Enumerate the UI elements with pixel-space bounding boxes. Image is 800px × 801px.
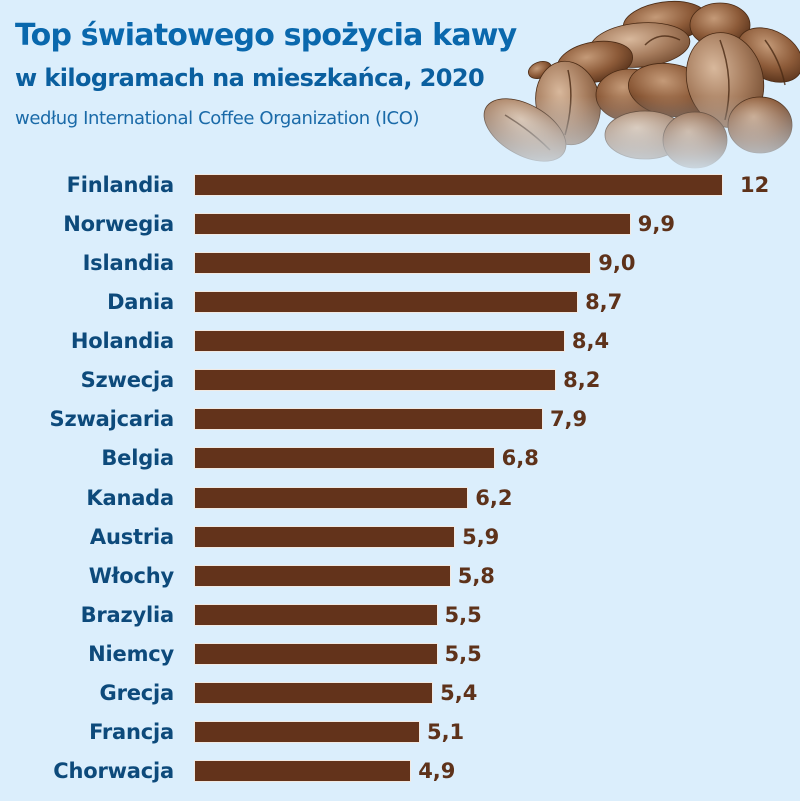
value-label: 5,1 [426,719,465,744]
bar [195,721,419,742]
bar [195,643,437,664]
bar [195,487,468,508]
value-label: 9,9 [637,212,675,237]
bar [195,214,630,235]
country-label: Holandia [70,329,174,354]
country-label: Austria [89,524,174,549]
bar [195,682,433,703]
value-label: 5,4 [440,680,478,705]
bar-row: Grecja 5,4 [0,681,800,705]
country-label: Szwajcaria [49,407,175,432]
bar-row: Chorwacja 4,9 [0,759,800,783]
bar [195,565,450,586]
bar-row: Austria 5,9 [0,525,800,549]
bar [195,604,437,625]
country-label: Islandia [82,251,175,276]
country-label: Dania [107,290,174,315]
value-label: 7,9 [549,407,588,432]
value-label: 6,2 [475,485,513,510]
bar-row: Szwajcaria 7,9 [0,407,800,431]
bar-row: Niemcy 5,5 [0,642,800,666]
bar-row: Kanada 6,2 [0,486,800,510]
bar [195,175,722,195]
country-label: Szwecja [80,368,175,393]
bar [195,409,542,430]
bar-row: Francja 5,1 [0,720,800,744]
country-label: Francja [89,719,174,744]
bar [195,253,591,274]
country-label: Brazylia [80,602,175,627]
value-label: 5,5 [444,602,482,627]
value-label: 4,9 [418,759,456,784]
country-label: Belgia [101,446,174,471]
bar-row: Włochy 5,8 [0,564,800,588]
bar [195,370,556,391]
country-label: Norwegia [63,212,174,237]
value-label: 8,2 [563,368,601,393]
bar-row: Brazylia 5,5 [0,603,800,627]
bar-row: Dania 8,7 [0,290,800,314]
value-label: 8,7 [585,290,623,315]
country-label: Finlandia [66,173,175,197]
bar-row: Szwecja 8,2 [0,368,800,392]
bar [195,526,455,547]
value-label: 6,8 [501,446,539,471]
bar [195,292,578,313]
value-label: 8,4 [571,329,610,354]
coffee-beans-icon [480,0,800,175]
value-label: 5,9 [462,524,500,549]
chart-title: Top światowego spożycia kawy [15,18,517,53]
bar [195,448,494,469]
chart-subtitle: w kilogramach na mieszkańca, 2020 [15,64,485,92]
bar [195,761,411,782]
country-label: Grecja [99,680,175,705]
bar-row: Norwegia 9,9 [0,212,800,236]
country-label: Kanada [86,485,174,510]
value-label: 5,8 [457,563,495,588]
country-label: Chorwacja [53,759,174,784]
value-label: 5,5 [444,641,482,666]
coffee-beans-image [480,0,800,175]
country-label: Włochy [88,563,174,588]
bar-row: Finlandia 12 [0,173,800,197]
bar-row: Holandia 8,4 [0,329,800,353]
value-label: 12 [740,173,770,197]
chart-source: według International Coffee Organization… [15,108,420,129]
value-label: 9,0 [598,251,636,276]
bar [195,331,564,352]
bar-row: Islandia 9,0 [0,251,800,275]
country-label: Niemcy [88,641,174,666]
bar-row: Belgia 6,8 [0,446,800,470]
